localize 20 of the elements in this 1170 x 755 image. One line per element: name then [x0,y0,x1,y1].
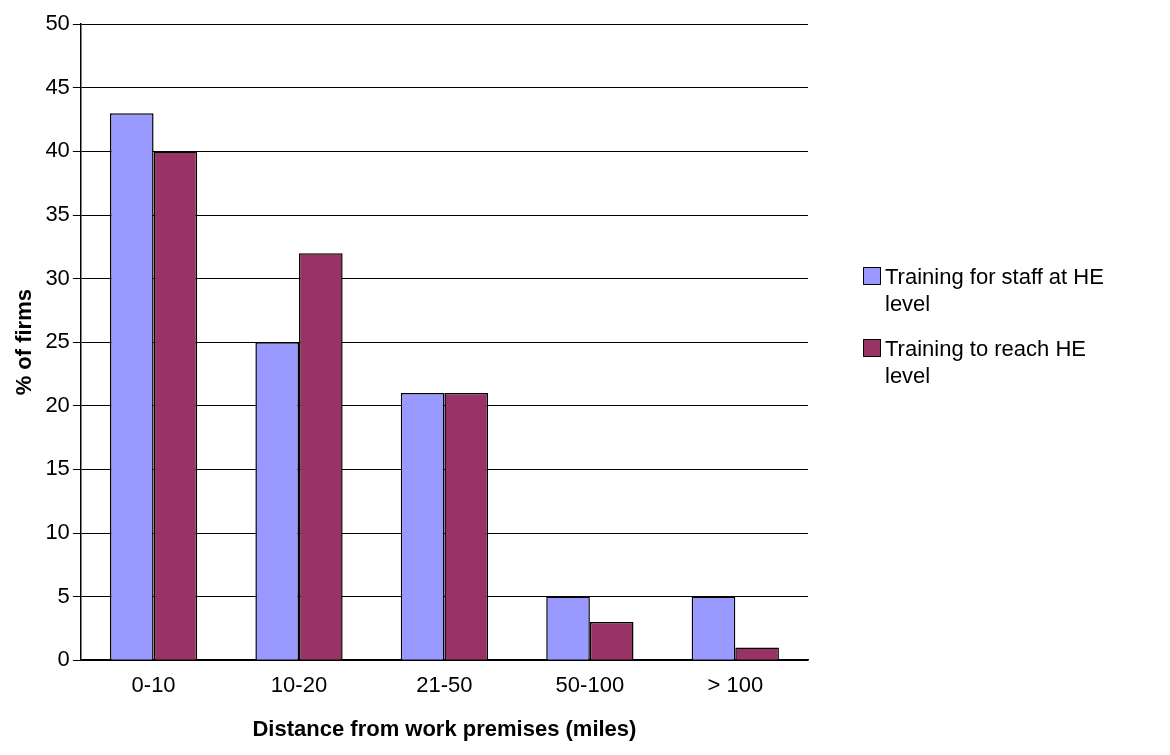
y-tick-label: 50 [45,10,70,36]
y-tick-label: 5 [57,582,70,608]
x-axis-title: Distance from work premises (miles) [252,715,637,741]
x-tick-label: 10-20 [270,672,328,698]
legend-label: Training for staff at HE level [885,263,1105,317]
x-tick-label: > 100 [707,672,764,698]
y-tick-label: 45 [45,73,70,99]
y-tick-label: 40 [45,137,70,163]
y-tick-label: 30 [45,264,70,290]
x-tick-label: 50-100 [555,672,625,698]
y-tick-label: 25 [45,328,70,354]
x-tick-label: 0-10 [131,672,176,698]
legend-label: Training to reach HE level [885,335,1087,389]
y-tick-label: 10 [45,519,70,545]
y-axis-title: % of firms [11,289,37,396]
y-tick-label: 0 [57,646,70,672]
y-tick-label: 35 [45,201,70,227]
x-tick-label: 21-50 [416,672,473,698]
y-tick-label: 15 [45,455,70,481]
y-tick-label: 20 [45,391,70,417]
